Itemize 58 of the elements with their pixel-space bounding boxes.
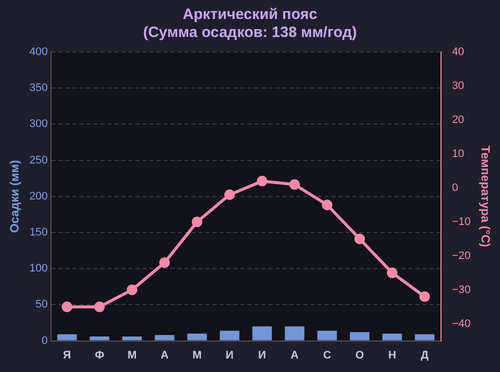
y-tick-label: 250: [29, 154, 48, 166]
point: [322, 200, 332, 210]
chart-title: Арктический пояс: [182, 6, 318, 24]
y-tick-label: 300: [29, 118, 48, 130]
y2-tick-label: 10: [452, 148, 464, 160]
y2-axis-title: Температура (°C): [478, 146, 492, 248]
point: [192, 216, 202, 228]
bar: [122, 336, 142, 340]
bar: [187, 334, 207, 340]
bar: [57, 334, 77, 340]
x-tick-label: Ф: [94, 349, 104, 362]
point: [126, 284, 138, 296]
bar: [382, 334, 402, 340]
y-axis-title: Осадки (мм): [8, 160, 22, 233]
y-tick-label: 200: [29, 190, 48, 202]
y-tick-label: 150: [29, 226, 48, 239]
x-tick-label: М: [192, 349, 202, 362]
point: [62, 302, 72, 312]
y2-tick-label: 40: [452, 46, 464, 58]
x-tick-label: А: [160, 349, 169, 362]
x-tick-label: Д: [420, 349, 429, 362]
y-tick-label: 0: [42, 334, 48, 347]
point: [94, 302, 105, 312]
point: [419, 291, 430, 302]
y-tick-label: 350: [29, 82, 48, 94]
x-tick-label: И: [226, 349, 234, 362]
y2-tick-label: −10: [452, 216, 471, 228]
point: [159, 257, 170, 268]
chart-subtitle: (Сумма осадков: 138 мм/год): [143, 24, 357, 42]
x-tick-label: Я: [63, 349, 72, 362]
y2-tick-label: −40: [452, 318, 471, 330]
y-tick-label: 400: [29, 46, 48, 58]
x-tick-label: М: [127, 349, 137, 362]
bar: [90, 336, 110, 340]
y2-tick-label: 0: [452, 182, 458, 194]
x-tick-label: О: [355, 349, 364, 362]
x-tick-label: И: [258, 349, 266, 362]
y2-tick-label: 20: [452, 114, 464, 126]
y2-tick-label: 30: [452, 80, 464, 92]
point: [386, 268, 398, 278]
point: [256, 176, 268, 186]
point: [289, 179, 300, 190]
y2-tick-label: −20: [452, 250, 471, 262]
y-tick-label: 50: [36, 298, 48, 311]
bar: [154, 335, 174, 340]
bar: [252, 326, 272, 340]
point: [354, 234, 365, 244]
bar: [414, 334, 434, 340]
bar: [317, 330, 337, 340]
y2-tick-label: −30: [452, 284, 471, 296]
bar: [220, 330, 240, 340]
bar: [350, 332, 370, 340]
x-tick-label: Н: [388, 349, 396, 362]
x-tick-label: С: [323, 349, 332, 362]
bar: [284, 326, 304, 340]
point: [224, 189, 235, 200]
x-tick-label: А: [290, 349, 299, 362]
y-tick-label: 100: [29, 262, 48, 275]
